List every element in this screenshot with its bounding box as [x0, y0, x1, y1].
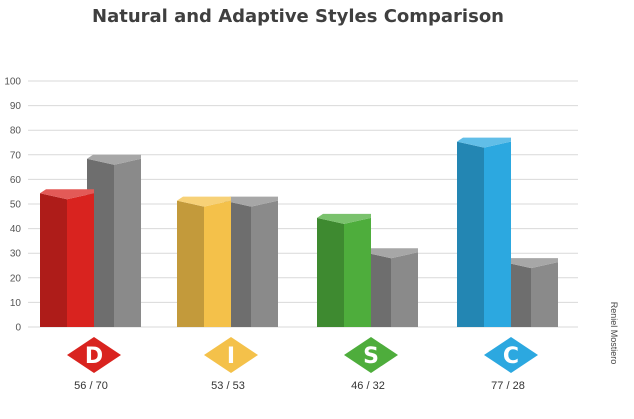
bar-i-natural-left-face — [177, 200, 204, 327]
chart-title: Natural and Adaptive Styles Comparison — [92, 6, 504, 27]
bar-s-natural: S 46 — [317, 213, 371, 327]
value-pair-label-d: 56 / 70 — [74, 380, 108, 392]
bar-i-natural-top-face — [177, 196, 231, 207]
bar-c-natural-front-face — [484, 141, 511, 327]
diamond-shape-d — [67, 337, 121, 373]
y-tick-label-50: 50 — [10, 200, 22, 211]
bar-i-natural-front-face — [204, 200, 231, 327]
bar-d-natural: D 56 — [40, 189, 94, 327]
diamond-shape-i — [204, 337, 258, 373]
diamond-c: C — [484, 337, 538, 373]
bar-c-natural-left-face — [457, 141, 484, 327]
value-pair-label-s: 46 / 32 — [351, 380, 385, 392]
bar-i-adaptive: I 53 — [224, 196, 278, 327]
bar-s-natural-front-face — [344, 217, 371, 327]
bar-d-adaptive-front-face — [114, 158, 141, 327]
bar-d-adaptive-top-face — [87, 154, 141, 165]
bar-i-adaptive-top-face — [224, 196, 278, 207]
bar-d-natural-left-face — [40, 193, 67, 327]
diamond-i: I — [204, 337, 258, 373]
y-tick-label-70: 70 — [10, 150, 22, 161]
y-tick-label-10: 10 — [10, 298, 22, 309]
y-tick-label-30: 30 — [10, 249, 22, 260]
bar-d-natural-top-face — [40, 189, 94, 200]
y-tick-label-80: 80 — [10, 126, 22, 137]
bar-c-adaptive: C 28 — [504, 258, 558, 327]
bar-s-adaptive-top-face — [364, 248, 418, 259]
bar-s-natural-left-face — [317, 217, 344, 327]
bar-c-natural: C 77 — [457, 137, 511, 327]
bar-c-adaptive-front-face — [531, 262, 558, 327]
value-pair-label-i: 53 / 53 — [211, 380, 245, 392]
diamond-shape-s — [344, 337, 398, 373]
diamond-letter-i: I — [227, 344, 235, 369]
y-tick-label-40: 40 — [10, 224, 22, 235]
diamond-letter-c: C — [503, 344, 519, 369]
labels-layer: D 56 / 70 I 53 / 53 S 46 / 32 C 77 / 28 — [67, 337, 538, 392]
bar-i-natural: I 53 — [177, 196, 231, 327]
y-tick-label-20: 20 — [10, 273, 22, 284]
y-tick-label-100: 100 — [4, 77, 21, 88]
credit-text: Reniel Mostiero — [609, 302, 619, 365]
bar-c-adaptive-top-face — [504, 258, 558, 269]
diamond-letter-d: D — [85, 344, 103, 369]
bars-layer: D 70D 56 I 53I 53 S 32S 46 C 28C 77 — [40, 137, 558, 327]
bar-i-adaptive-front-face — [251, 200, 278, 327]
bar-s-natural-top-face — [317, 213, 371, 224]
value-pair-label-c: 77 / 28 — [491, 380, 525, 392]
bar-d-adaptive: D 70 — [87, 154, 141, 327]
y-tick-label-0: 0 — [15, 323, 21, 334]
diamond-shape-c — [484, 337, 538, 373]
bar-d-natural-front-face — [67, 193, 94, 327]
y-tick-label-60: 60 — [10, 175, 22, 186]
bar-c-natural-top-face — [457, 137, 511, 148]
diamond-letter-s: S — [363, 344, 379, 369]
diamond-s: S — [344, 337, 398, 373]
diamond-d: D — [67, 337, 121, 373]
bar-s-adaptive: S 32 — [364, 248, 418, 327]
y-tick-label-90: 90 — [10, 101, 22, 112]
bar-s-adaptive-front-face — [391, 252, 418, 327]
